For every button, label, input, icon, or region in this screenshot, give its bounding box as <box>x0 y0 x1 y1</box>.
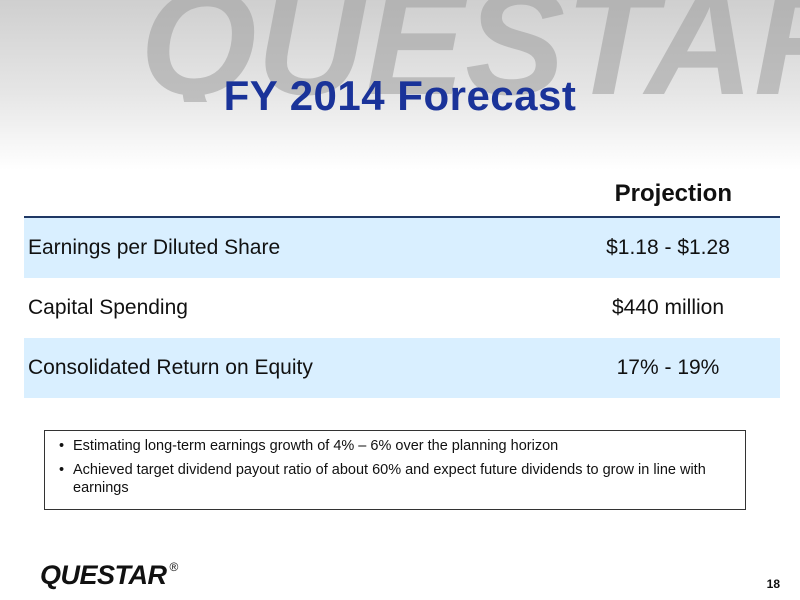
page-title: FY 2014 Forecast <box>223 72 577 119</box>
registered-mark: ® <box>169 560 179 574</box>
logo-text: QUESTAR <box>40 560 167 590</box>
row-value-capital-spending: $440 million <box>611 296 725 319</box>
row-label-roe: Consolidated Return on Equity <box>28 356 313 379</box>
watermark-text: QUESTAR <box>140 0 800 102</box>
row-value-eps: $1.18 - $1.28 <box>606 236 730 259</box>
column-header-projection: Projection <box>24 170 780 218</box>
page-number: 18 <box>766 577 780 591</box>
notes-box: Estimating long-term earnings growth of … <box>44 430 746 510</box>
note-bullet-growth: Estimating long-term earnings growth of … <box>59 437 733 455</box>
questar-watermark-logo: QUESTAR <box>140 0 800 102</box>
row-value-roe: 17% - 19% <box>616 356 720 379</box>
row-label-eps: Earnings per Diluted Share <box>28 236 281 259</box>
table-row: Consolidated Return on Equity 17% - 19% <box>24 338 780 398</box>
forecast-table: Projection Earnings per Diluted Share $1… <box>24 170 780 398</box>
row-label-capital-spending: Capital Spending <box>28 296 188 319</box>
table-row: Capital Spending $440 million <box>24 278 780 338</box>
note-bullet-dividend: Achieved target dividend payout ratio of… <box>59 461 733 497</box>
header-band <box>0 0 800 170</box>
table-row: Earnings per Diluted Share $1.18 - $1.28 <box>24 218 780 278</box>
questar-logo: QUESTAR ® <box>40 558 178 590</box>
